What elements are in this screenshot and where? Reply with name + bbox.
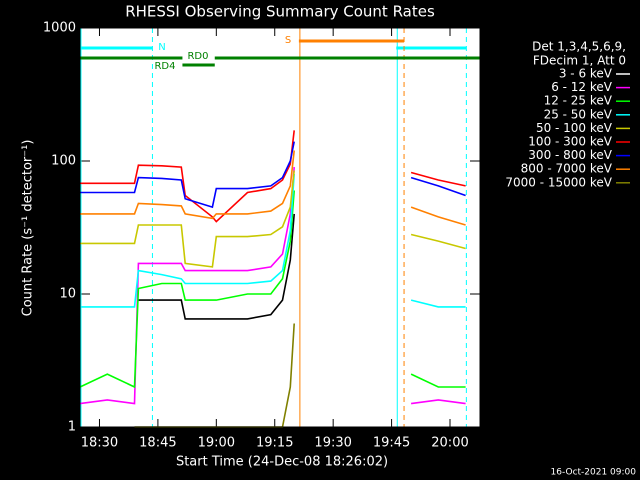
legend-label: 100 - 300 keV	[528, 135, 612, 149]
interval-label: S	[285, 35, 291, 46]
legend-label: 3 - 6 keV	[559, 67, 613, 81]
interval-label: N	[158, 42, 165, 53]
legend-header: FDecim 1, Att 0	[533, 54, 626, 68]
x-tick-label: 19:30	[314, 436, 351, 451]
legend-label: 7000 - 15000 keV	[505, 175, 612, 189]
plot-frame	[79, 27, 481, 428]
x-axis-label: Start Time (24-Dec-08 18:26:02)	[176, 455, 388, 470]
footer: 16-Oct-2021 09:00	[551, 468, 637, 478]
legend-label: 6 - 12 keV	[551, 80, 613, 94]
y-tick-label: 1	[68, 420, 76, 435]
interval-label: RD0	[187, 51, 208, 62]
legend-label: 800 - 7000 keV	[521, 162, 613, 176]
x-tick-label: 19:00	[198, 436, 235, 451]
x-tick-label: 18:30	[81, 436, 118, 451]
series-line	[80, 130, 466, 223]
series-line	[80, 141, 466, 209]
legend-label: 25 - 50 keV	[544, 107, 613, 121]
y-axis-label: Count Rate (s⁻¹ detector⁻¹)	[21, 140, 36, 317]
legend-header: Det 1,3,4,5,6,9,	[532, 40, 626, 54]
x-tick-label: 18:45	[139, 436, 176, 451]
x-tick-label: 19:45	[373, 436, 410, 451]
series-line	[80, 150, 466, 226]
series-line	[138, 213, 295, 320]
series-line	[79, 190, 466, 389]
y-tick-label: 1000	[43, 21, 76, 36]
series-line	[80, 173, 466, 308]
legend-label: 50 - 100 keV	[536, 121, 613, 135]
series-line	[80, 170, 466, 268]
x-tick-label: 19:15	[256, 436, 293, 451]
legend-label: 300 - 800 keV	[528, 148, 612, 162]
y-tick-label: 100	[51, 154, 76, 169]
x-tick-label: 20:00	[431, 436, 468, 451]
chart-title: RHESSI Observing Summary Count Rates	[125, 3, 435, 21]
legend-label: 12 - 25 keV	[544, 94, 613, 108]
interval-label: RD4	[154, 61, 175, 72]
y-tick-label: 10	[59, 287, 76, 302]
